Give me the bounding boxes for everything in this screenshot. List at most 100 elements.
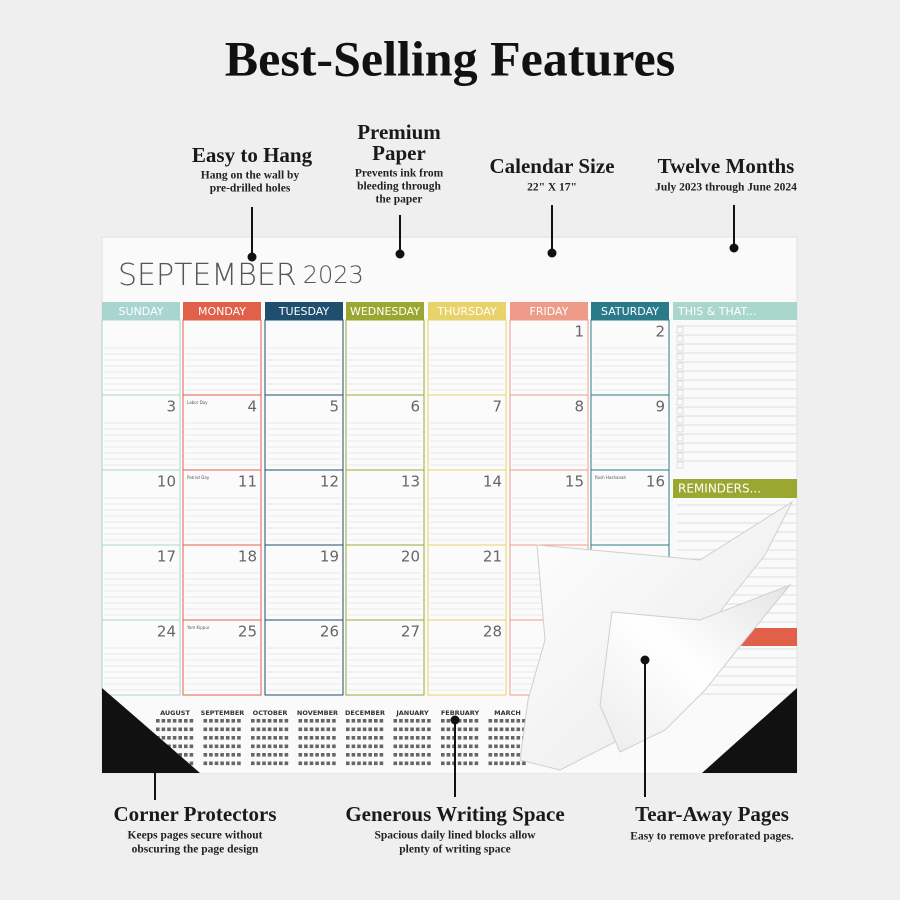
mini-day [320, 719, 325, 723]
mini-day [304, 719, 308, 723]
mini-day [161, 736, 166, 740]
mini-day [251, 761, 255, 766]
mini-day [332, 719, 336, 723]
mini-day [304, 744, 308, 749]
mini-day [362, 753, 367, 757]
callout-text: the paper [376, 194, 423, 206]
mini-day [427, 736, 431, 740]
mini-day [516, 753, 521, 757]
day-cell [101, 469, 181, 546]
mini-day [315, 727, 319, 732]
day-cell [101, 319, 181, 396]
mini-day [357, 744, 361, 749]
mini-day [225, 736, 230, 740]
mini-day [209, 719, 213, 723]
mini-day [446, 761, 451, 766]
mini-day [357, 727, 361, 732]
callout-text: Keeps pages secure without [128, 830, 263, 842]
mini-day [189, 727, 194, 732]
mini-day [499, 719, 504, 723]
day-header [183, 302, 261, 320]
mini-day [320, 761, 325, 766]
mini-day [499, 727, 504, 732]
mini-day [469, 719, 473, 723]
mini-month: AUGUST [160, 709, 190, 717]
mini-day [410, 719, 414, 723]
sidebar-title: THIS & THAT... [677, 305, 756, 318]
mini-day [256, 744, 261, 749]
mini-day [404, 744, 409, 749]
mini-day [209, 736, 213, 740]
mini-day [320, 727, 325, 732]
mini-day [446, 736, 451, 740]
date-number: 9 [655, 398, 665, 416]
checkbox [676, 326, 684, 334]
mini-day [332, 761, 336, 766]
mini-day [393, 736, 398, 740]
mini-day [284, 753, 289, 757]
mini-day [315, 719, 319, 723]
mini-day [351, 727, 356, 732]
mini-day [446, 727, 451, 732]
day-name: WEDNESDAY [350, 305, 420, 318]
date-number: 5 [329, 398, 339, 416]
date-number: 8 [574, 398, 584, 416]
mini-day [463, 736, 467, 740]
mini-day [304, 753, 308, 757]
mini-day [505, 727, 509, 732]
mini-day [203, 719, 208, 723]
day-cell [509, 469, 589, 546]
callout-text: pre-drilled holes [210, 183, 291, 195]
mini-day [368, 761, 372, 766]
mini-day [351, 761, 356, 766]
day-header [102, 302, 180, 320]
day-cell [264, 619, 344, 696]
mini-day [237, 761, 241, 766]
mini-day [399, 753, 403, 757]
callout-dots [247, 243, 739, 725]
date-number: 26 [320, 623, 339, 641]
mini-day [427, 761, 431, 766]
date-number: 28 [483, 623, 502, 641]
page-curl [599, 583, 792, 753]
mini-day [379, 736, 384, 740]
mini-day [214, 736, 219, 740]
checkbox [676, 434, 684, 442]
mini-day [494, 753, 498, 757]
mini-day [474, 736, 479, 740]
date-number: 19 [320, 548, 339, 566]
mini-day [298, 744, 303, 749]
calendar-month: SEPTEMBER 2023 [118, 258, 364, 293]
day-name: MONDAY [198, 305, 246, 318]
mini-day [156, 727, 160, 732]
mini-month: FEBRUARY [441, 709, 480, 717]
mini-day [326, 727, 331, 732]
day-cell [264, 319, 344, 396]
date-number: 12 [320, 473, 339, 491]
mini-day [315, 753, 319, 757]
mini-day [237, 753, 241, 757]
mini-day [172, 744, 177, 749]
mini-day [189, 736, 194, 740]
mini-day [332, 736, 336, 740]
date-number: 13 [401, 473, 420, 491]
mini-day [237, 719, 241, 723]
mini-day [178, 753, 182, 757]
mini-day [393, 761, 398, 766]
mini-day [225, 744, 230, 749]
mini-day [362, 761, 367, 766]
mini-day [315, 744, 319, 749]
mini-day [209, 761, 213, 766]
mini-day [203, 744, 208, 749]
mini-day [304, 736, 308, 740]
mini-month: SEPTEMBER [201, 709, 245, 717]
mini-day [279, 744, 283, 749]
mini-day [332, 753, 336, 757]
callout-title: Twelve Months [658, 154, 795, 178]
mini-day [161, 719, 166, 723]
day-cell [264, 469, 344, 546]
mini-day [457, 761, 462, 766]
mini-day [346, 761, 350, 766]
day-cell [182, 469, 262, 546]
mini-day [505, 736, 509, 740]
